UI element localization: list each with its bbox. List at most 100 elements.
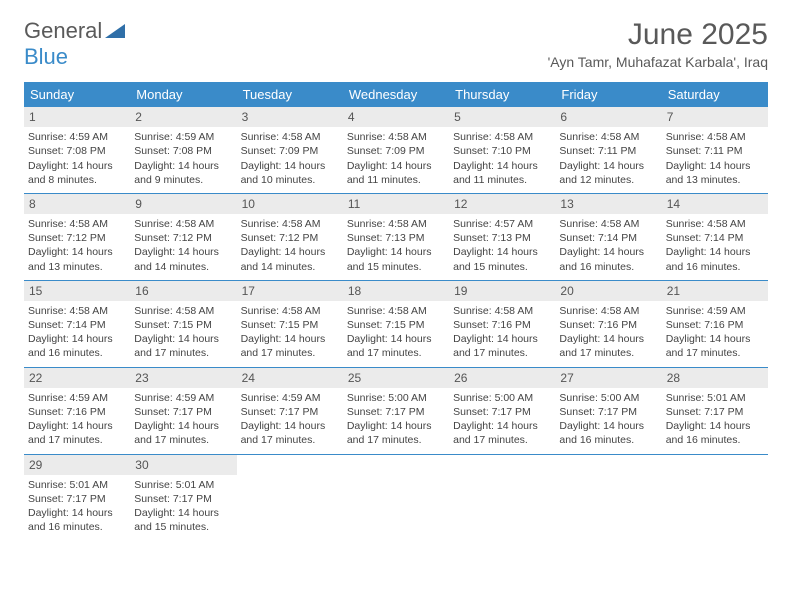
sunrise-value: 4:58 AM — [69, 305, 108, 317]
daylight-line-b: and 17 minutes. — [241, 346, 339, 360]
sunset-value: 7:14 PM — [67, 319, 106, 331]
sunset-value: 7:15 PM — [173, 319, 212, 331]
sunset-label: Sunset: — [453, 319, 492, 331]
calendar-day-cell: 7Sunrise: 4:58 AMSunset: 7:11 PMDaylight… — [662, 107, 768, 193]
calendar-day-cell: 2Sunrise: 4:59 AMSunset: 7:08 PMDaylight… — [130, 107, 236, 193]
daylight-line-b: and 16 minutes. — [559, 260, 657, 274]
sunset-line: Sunset: 7:15 PM — [347, 318, 445, 332]
daylight-line-a: Daylight: 14 hours — [241, 419, 339, 433]
day-number: 4 — [343, 107, 449, 127]
sunrise-label: Sunrise: — [453, 218, 494, 230]
sunrise-value: 4:58 AM — [176, 305, 215, 317]
sunrise-label: Sunrise: — [453, 392, 494, 404]
sunset-label: Sunset: — [666, 232, 705, 244]
calendar-day-cell: 5Sunrise: 4:58 AMSunset: 7:10 PMDaylight… — [449, 107, 555, 193]
sunset-line: Sunset: 7:13 PM — [453, 231, 551, 245]
sunrise-value: 4:58 AM — [495, 131, 534, 143]
sunset-label: Sunset: — [559, 232, 598, 244]
day-number: 6 — [555, 107, 661, 127]
daylight-line-b: and 13 minutes. — [28, 260, 126, 274]
day-number: 20 — [555, 281, 661, 301]
sunset-value: 7:11 PM — [598, 145, 636, 157]
sunrise-value: 4:58 AM — [388, 131, 427, 143]
sunrise-line: Sunrise: 4:59 AM — [666, 304, 764, 318]
daylight-line-b: and 17 minutes. — [241, 433, 339, 447]
daylight-line-b: and 14 minutes. — [134, 260, 232, 274]
sunrise-value: 5:01 AM — [707, 392, 746, 404]
calendar-day-cell: 28Sunrise: 5:01 AMSunset: 7:17 PMDayligh… — [662, 368, 768, 454]
calendar-day-cell: 27Sunrise: 5:00 AMSunset: 7:17 PMDayligh… — [555, 368, 661, 454]
header-right: June 2025 'Ayn Tamr, Muhafazat Karbala',… — [548, 18, 768, 78]
sunset-label: Sunset: — [347, 319, 386, 331]
calendar-day-cell: 17Sunrise: 4:58 AMSunset: 7:15 PMDayligh… — [237, 281, 343, 367]
daylight-line-b: and 16 minutes. — [559, 433, 657, 447]
day-number: 13 — [555, 194, 661, 214]
sunrise-label: Sunrise: — [28, 305, 69, 317]
calendar-day-cell: 19Sunrise: 4:58 AMSunset: 7:16 PMDayligh… — [449, 281, 555, 367]
sunset-value: 7:15 PM — [279, 319, 318, 331]
daylight-line-a: Daylight: 14 hours — [453, 419, 551, 433]
sunrise-line: Sunrise: 5:00 AM — [453, 391, 551, 405]
calendar-day-cell: 8Sunrise: 4:58 AMSunset: 7:12 PMDaylight… — [24, 194, 130, 280]
sunrise-line: Sunrise: 4:59 AM — [134, 391, 232, 405]
sunset-line: Sunset: 7:16 PM — [666, 318, 764, 332]
sunrise-line: Sunrise: 4:59 AM — [241, 391, 339, 405]
weekday-header: Tuesday — [237, 82, 343, 107]
sunrise-value: 4:58 AM — [495, 305, 534, 317]
day-number: 18 — [343, 281, 449, 301]
brand-triangle-icon — [105, 18, 125, 44]
sunrise-label: Sunrise: — [347, 218, 388, 230]
sunset-line: Sunset: 7:17 PM — [453, 405, 551, 419]
calendar-day-cell — [555, 455, 661, 541]
day-number: 15 — [24, 281, 130, 301]
sunset-value: 7:08 PM — [67, 145, 106, 157]
daylight-line-a: Daylight: 14 hours — [241, 332, 339, 346]
weekday-header: Wednesday — [343, 82, 449, 107]
day-number: 11 — [343, 194, 449, 214]
sunrise-label: Sunrise: — [559, 218, 600, 230]
sunrise-label: Sunrise: — [347, 392, 388, 404]
sunset-value: 7:16 PM — [598, 319, 637, 331]
brand-bottom: Blue — [24, 44, 68, 69]
calendar-week-row: 29Sunrise: 5:01 AMSunset: 7:17 PMDayligh… — [24, 455, 768, 541]
sunset-value: 7:17 PM — [704, 406, 743, 418]
calendar-day-cell: 11Sunrise: 4:58 AMSunset: 7:13 PMDayligh… — [343, 194, 449, 280]
sunrise-line: Sunrise: 4:58 AM — [666, 130, 764, 144]
daylight-line-a: Daylight: 14 hours — [134, 332, 232, 346]
daylight-line-b: and 8 minutes. — [28, 173, 126, 187]
calendar-day-cell: 16Sunrise: 4:58 AMSunset: 7:15 PMDayligh… — [130, 281, 236, 367]
day-number: 22 — [24, 368, 130, 388]
daylight-line-b: and 13 minutes. — [666, 173, 764, 187]
page-header: General Blue June 2025 'Ayn Tamr, Muhafa… — [24, 18, 768, 78]
calendar-day-cell — [343, 455, 449, 541]
sunrise-line: Sunrise: 4:58 AM — [347, 304, 445, 318]
sunset-line: Sunset: 7:10 PM — [453, 144, 551, 158]
day-number: 9 — [130, 194, 236, 214]
calendar-header-row: SundayMondayTuesdayWednesdayThursdayFrid… — [24, 82, 768, 107]
day-number: 14 — [662, 194, 768, 214]
sunrise-label: Sunrise: — [134, 305, 175, 317]
sunset-value: 7:17 PM — [279, 406, 318, 418]
daylight-line-b: and 17 minutes. — [453, 433, 551, 447]
daylight-line-a: Daylight: 14 hours — [666, 332, 764, 346]
sunrise-line: Sunrise: 4:58 AM — [241, 217, 339, 231]
calendar-day-cell: 10Sunrise: 4:58 AMSunset: 7:12 PMDayligh… — [237, 194, 343, 280]
sunset-line: Sunset: 7:08 PM — [134, 144, 232, 158]
sunset-line: Sunset: 7:15 PM — [134, 318, 232, 332]
sunset-value: 7:17 PM — [492, 406, 531, 418]
daylight-line-b: and 17 minutes. — [134, 433, 232, 447]
sunset-line: Sunset: 7:17 PM — [347, 405, 445, 419]
sunset-value: 7:16 PM — [492, 319, 531, 331]
sunrise-value: 4:59 AM — [176, 131, 215, 143]
sunrise-label: Sunrise: — [559, 392, 600, 404]
sunrise-line: Sunrise: 4:58 AM — [347, 217, 445, 231]
sunset-line: Sunset: 7:12 PM — [28, 231, 126, 245]
calendar-day-cell: 15Sunrise: 4:58 AMSunset: 7:14 PMDayligh… — [24, 281, 130, 367]
sunrise-value: 5:01 AM — [176, 479, 215, 491]
calendar-day-cell: 6Sunrise: 4:58 AMSunset: 7:11 PMDaylight… — [555, 107, 661, 193]
sunset-value: 7:13 PM — [385, 232, 424, 244]
sunrise-value: 5:00 AM — [601, 392, 640, 404]
sunrise-value: 4:58 AM — [601, 305, 640, 317]
sunset-label: Sunset: — [347, 145, 386, 157]
sunset-label: Sunset: — [134, 493, 173, 505]
